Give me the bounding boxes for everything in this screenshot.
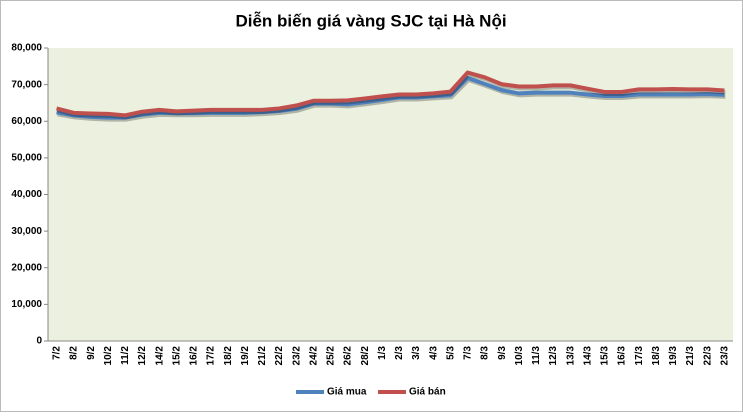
x-tick-label: 14/3 xyxy=(582,346,593,366)
x-tick-label: 19/3 xyxy=(668,346,679,366)
x-tick-label: 13/3 xyxy=(565,346,576,366)
x-tick-label: 10/3 xyxy=(514,346,525,366)
x-tick-label: 11/3 xyxy=(531,346,542,365)
x-tick-label: 5/3 xyxy=(445,346,456,360)
legend-label: Giá mua xyxy=(327,387,367,398)
legend-label: Giá bán xyxy=(409,387,446,398)
x-tick-label: 7/3 xyxy=(463,346,474,360)
x-tick-label: 2/3 xyxy=(394,346,405,360)
x-tick-label: 24/2 xyxy=(308,346,319,366)
x-tick-label: 26/2 xyxy=(343,346,354,366)
x-tick-label: 16/3 xyxy=(617,346,628,366)
series-line xyxy=(56,70,725,118)
y-tick-label: 70,000 xyxy=(11,79,42,90)
chart-title: Diễn biến giá vàng SJC tại Hà Nội xyxy=(235,11,506,30)
x-tick-label: 4/3 xyxy=(428,346,439,360)
x-tick-label: 21/3 xyxy=(685,346,696,366)
x-tick-label: 12/2 xyxy=(137,346,148,366)
y-tick-label: 0 xyxy=(36,336,42,347)
x-tick-label: 23/2 xyxy=(291,346,302,366)
x-tick-label: 17/2 xyxy=(206,346,217,366)
x-tick-label: 9/2 xyxy=(86,346,97,360)
x-tick-label: 28/2 xyxy=(360,346,371,366)
y-tick-label: 40,000 xyxy=(11,189,42,200)
y-tick-label: 50,000 xyxy=(11,153,42,164)
x-tick-label: 7/2 xyxy=(52,346,63,360)
x-tick-label: 10/2 xyxy=(103,346,114,366)
x-tick-label: 14/2 xyxy=(154,346,165,366)
x-tick-label: 15/3 xyxy=(600,346,611,366)
x-tick-label: 19/2 xyxy=(240,346,251,366)
x-tick-label: 8/3 xyxy=(480,346,491,360)
x-tick-label: 11/2 xyxy=(120,346,131,365)
x-tick-label: 9/3 xyxy=(497,346,508,360)
y-tick-label: 60,000 xyxy=(11,116,42,127)
x-tick-label: 25/2 xyxy=(326,346,337,366)
x-tick-label: 1/3 xyxy=(377,346,388,360)
y-tick-label: 80,000 xyxy=(11,43,42,54)
series-line xyxy=(56,76,725,120)
x-tick-label: 12/3 xyxy=(548,346,559,366)
y-tick-label: 30,000 xyxy=(11,226,42,237)
x-tick-label: 8/2 xyxy=(69,346,80,360)
x-tick-label: 17/3 xyxy=(634,346,645,366)
x-tick-label: 21/2 xyxy=(257,346,268,366)
x-tick-label: 23/3 xyxy=(719,346,730,366)
x-tick-label: 16/2 xyxy=(189,346,200,366)
x-tick-label: 3/3 xyxy=(411,346,422,360)
x-tick-label: 18/3 xyxy=(651,346,662,366)
x-tick-label: 15/2 xyxy=(171,346,182,366)
y-tick-label: 10,000 xyxy=(11,299,42,310)
x-tick-label: 18/2 xyxy=(223,346,234,366)
x-tick-label: 22/2 xyxy=(274,346,285,366)
y-tick-label: 20,000 xyxy=(11,262,42,273)
x-tick-label: 22/3 xyxy=(702,346,713,366)
